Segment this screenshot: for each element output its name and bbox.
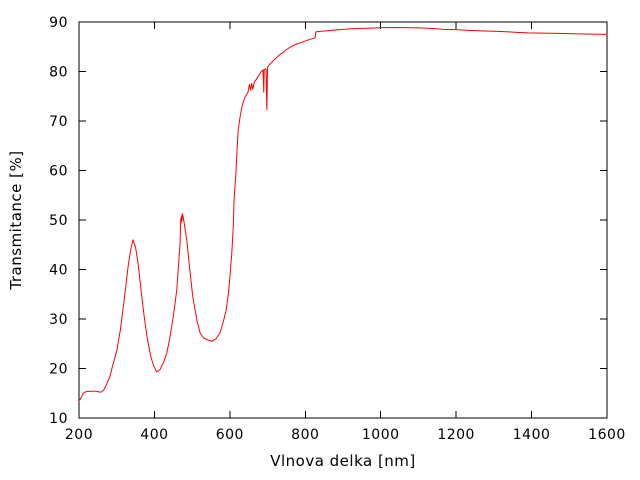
series-line-transmittance: [78, 26, 608, 402]
y-tick-label: 70: [49, 114, 68, 130]
y-axis-title: Transmitance [%]: [7, 150, 25, 290]
x-axis-title: Vlnova delka [nm]: [270, 452, 416, 470]
plot-frame: [78, 21, 608, 419]
y-tick-label: 20: [49, 362, 68, 378]
y-tick-label: 40: [49, 263, 68, 279]
x-tick-label: 1400: [513, 427, 551, 443]
y-tick-label: 60: [49, 164, 68, 180]
x-tick-label: 200: [65, 427, 93, 443]
y-tick-label: 10: [49, 411, 68, 427]
x-tick-label: 400: [140, 427, 168, 443]
y-tick-label: 50: [49, 213, 68, 229]
x-tick-label: 600: [216, 427, 244, 443]
x-tick-label: 1200: [437, 427, 475, 443]
x-tick-label: 1600: [588, 427, 626, 443]
x-tick-label: 1000: [362, 427, 400, 443]
x-tick-label: 800: [291, 427, 319, 443]
y-tick-label: 80: [49, 65, 68, 81]
y-tick-label: 90: [49, 15, 68, 31]
y-tick-label: 30: [49, 312, 68, 328]
